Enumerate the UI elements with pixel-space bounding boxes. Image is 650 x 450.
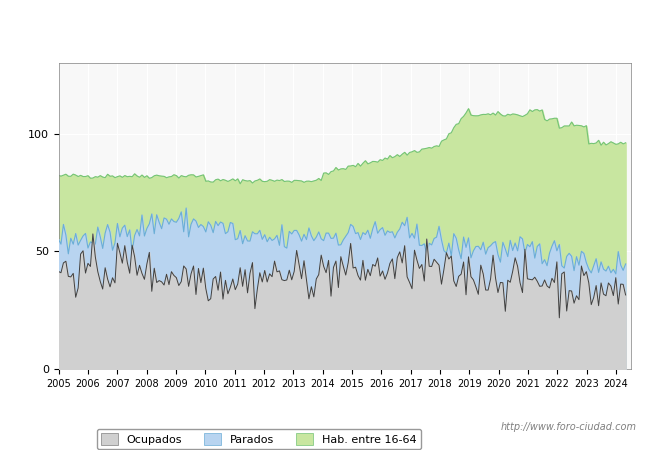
Legend: Ocupados, Parados, Hab. entre 16-64: Ocupados, Parados, Hab. entre 16-64 — [96, 429, 421, 449]
Text: http://www.foro-ciudad.com: http://www.foro-ciudad.com — [501, 422, 637, 432]
Text: Capilla - Evolucion de la poblacion en edad de Trabajar Mayo de 2024: Capilla - Evolucion de la poblacion en e… — [58, 19, 592, 35]
